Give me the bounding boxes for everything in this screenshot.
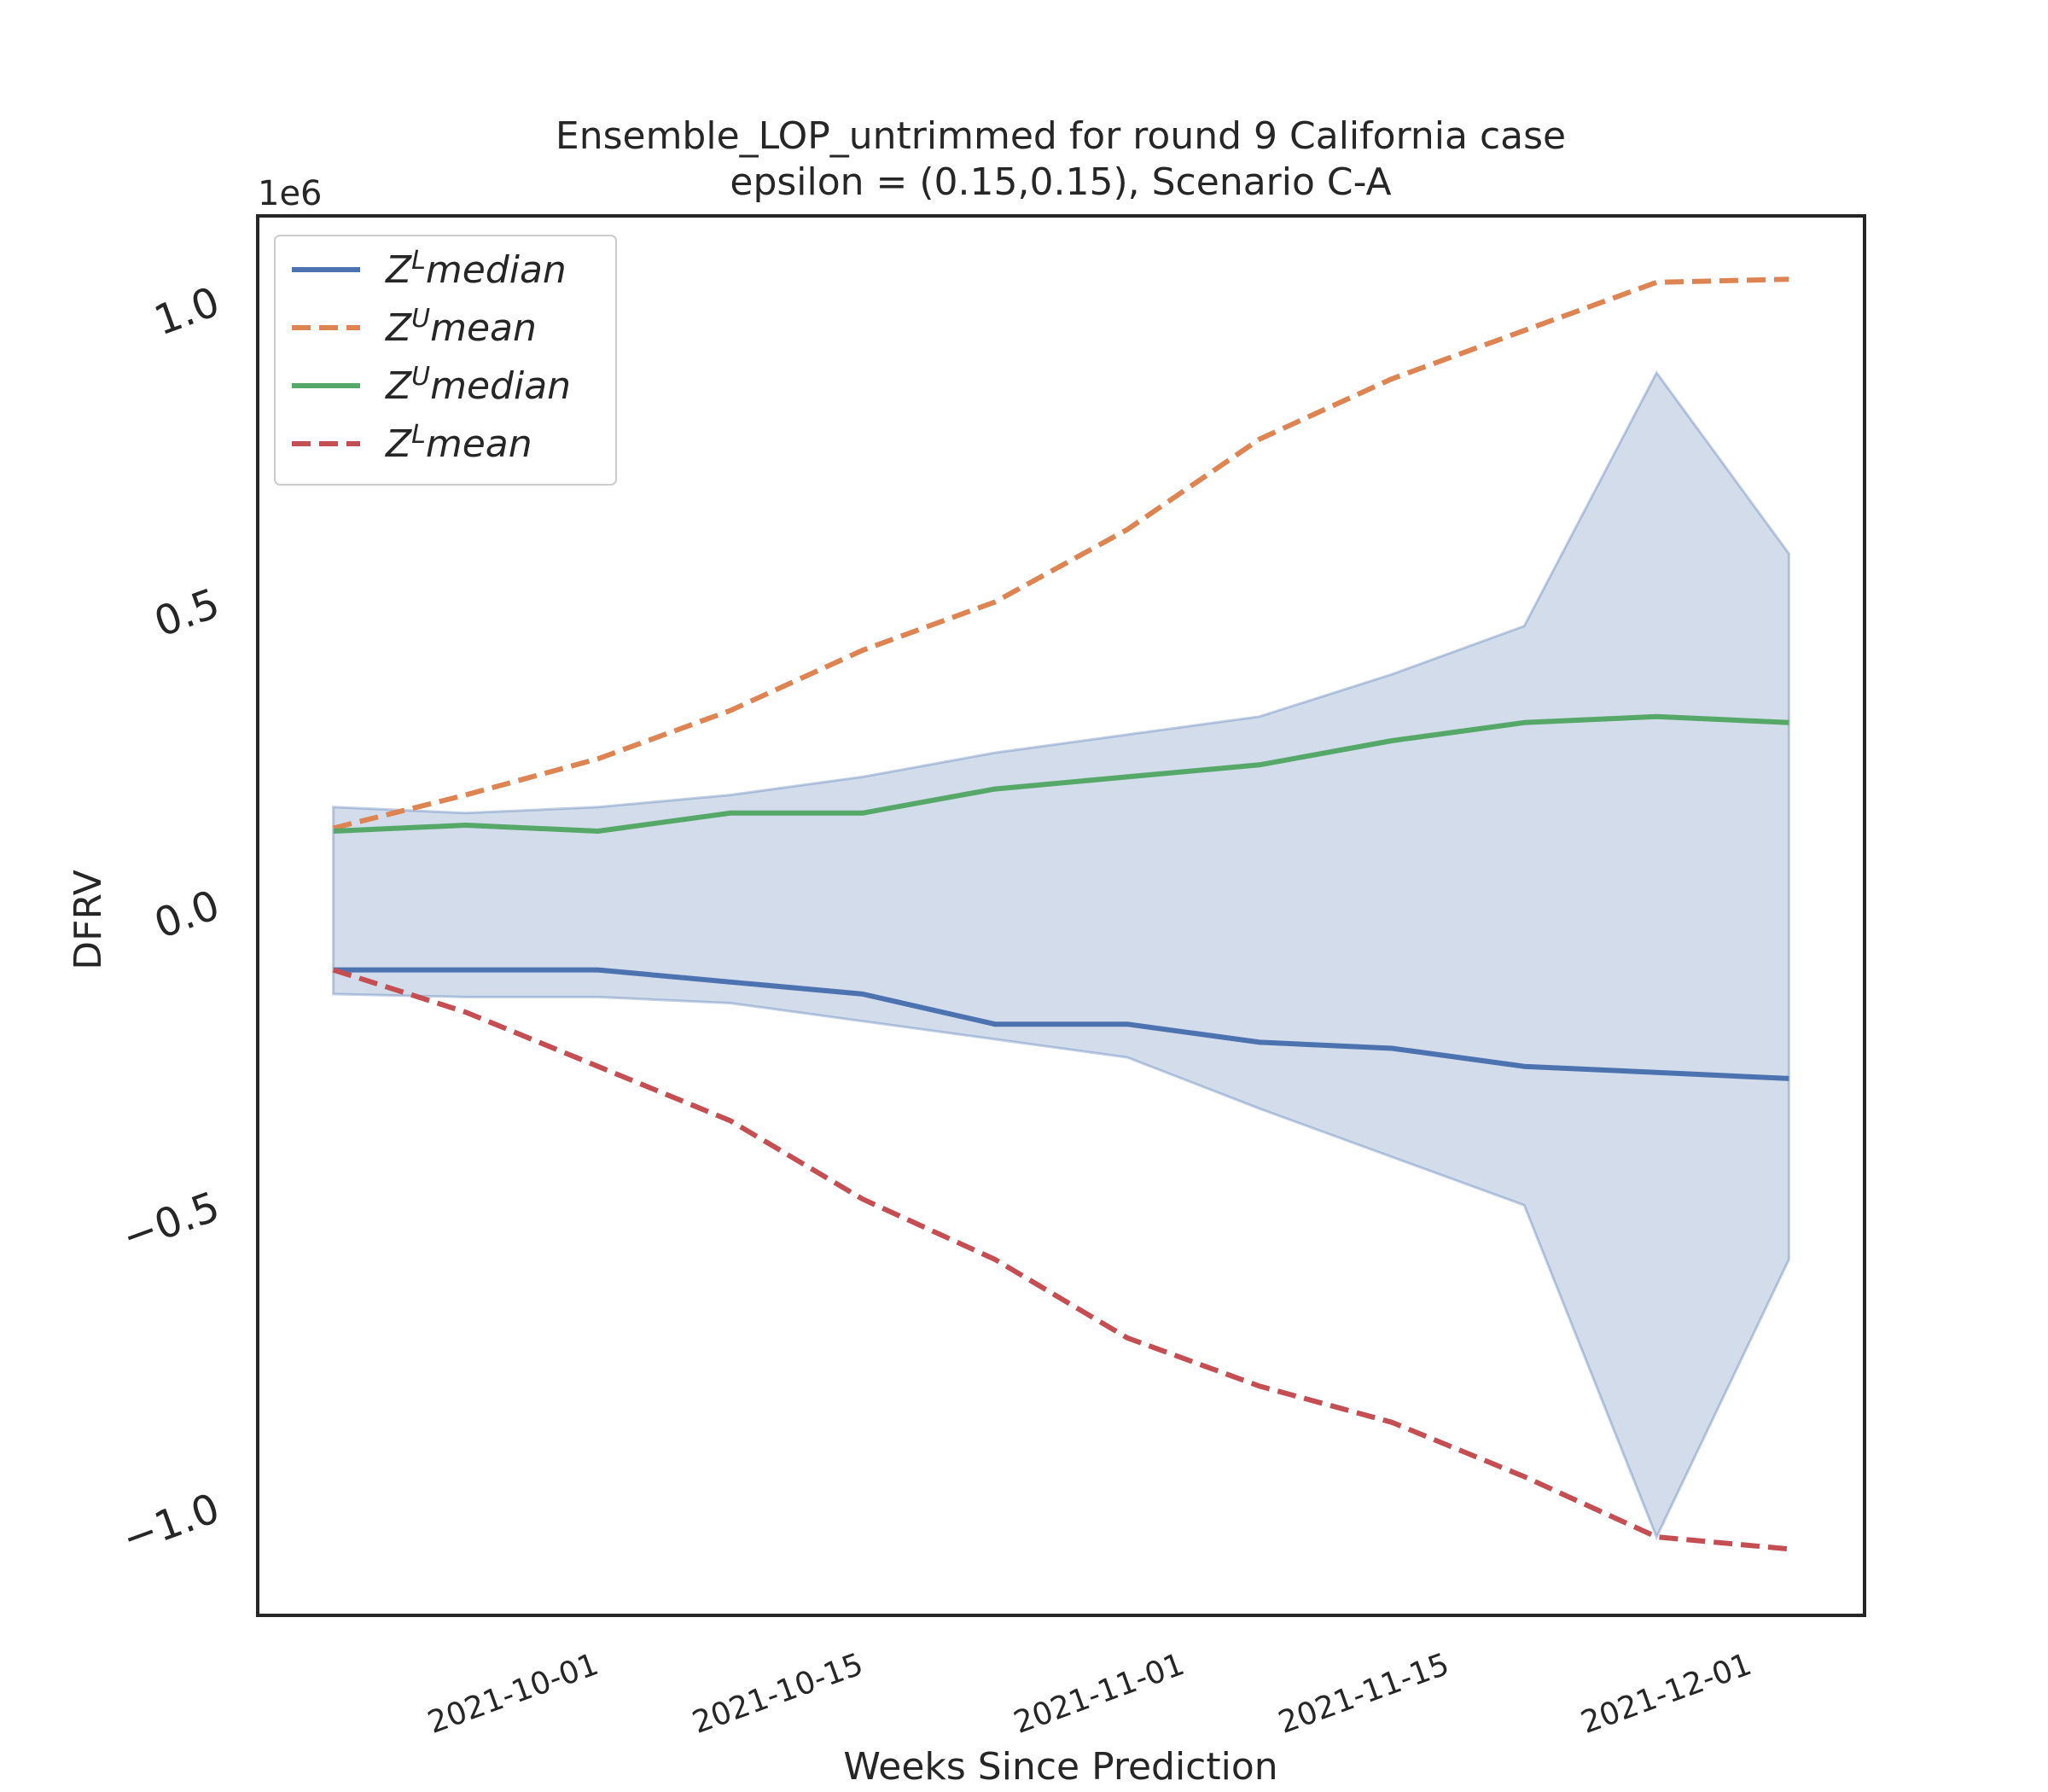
legend-label: ZUmean <box>385 304 537 350</box>
chart-subtitle: epsilon = (0.15,0.15), Scenario C-A <box>730 160 1391 204</box>
band-layer <box>332 369 1790 1540</box>
legend-label: ZLmean <box>385 420 532 466</box>
y-offset-text: 1e6 <box>258 174 323 213</box>
series-u-mean <box>332 276 1789 831</box>
legend-item: ZUmean <box>292 304 537 350</box>
legend-label: ZUmedian <box>385 362 571 408</box>
series-l-mean <box>332 967 1789 1552</box>
legend-item: ZLmean <box>292 420 532 466</box>
legend-item: ZUmedian <box>292 362 571 408</box>
series-layer <box>332 276 1789 1552</box>
series-l-median <box>333 967 1789 1081</box>
legend: ZLmedian ZUmean ZUmedian ZLmean <box>274 235 617 486</box>
legend-box <box>274 235 617 486</box>
legend-item: ZLmedian <box>292 246 567 292</box>
series-line <box>333 713 1789 834</box>
y-axis-label: DFRV <box>67 870 110 969</box>
x-axis-label: Weeks Since Prediction <box>843 1745 1277 1789</box>
series-line <box>332 276 1789 831</box>
series-line <box>332 967 1789 1552</box>
series-line <box>333 967 1789 1081</box>
chart-title: Ensemble_LOP_untrimmed for round 9 Calif… <box>556 114 1566 158</box>
legend-label: ZLmedian <box>385 246 567 292</box>
series-u-median <box>333 713 1789 834</box>
plot-frame <box>256 214 1866 1617</box>
uncertainty-band <box>332 369 1790 1540</box>
